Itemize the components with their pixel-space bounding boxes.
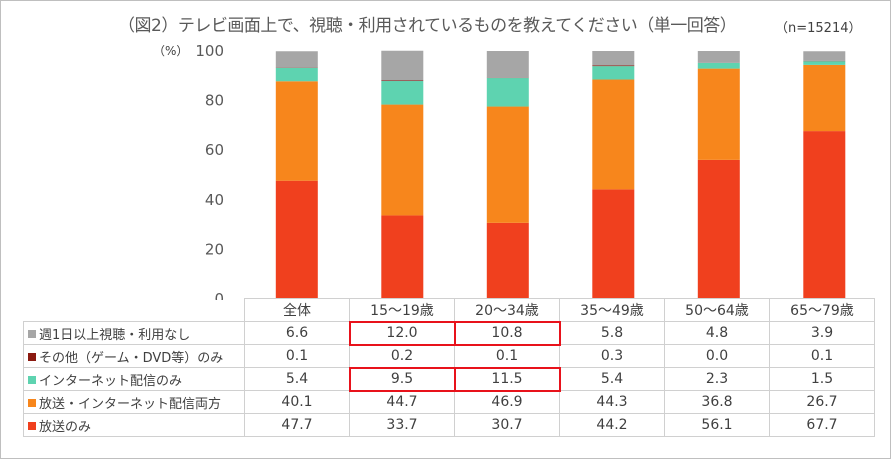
legend-entry: 週1日以上視聴・利用なし — [23, 321, 245, 345]
data-label: 0.0 — [664, 344, 770, 368]
data-label: 67.7 — [769, 413, 875, 437]
bar-segment — [592, 65, 635, 67]
legend-swatch — [28, 376, 36, 384]
category-label: 15～19歳 — [349, 298, 455, 322]
y-tick-label: 0 — [214, 290, 224, 300]
category-label: 50～64歳 — [664, 298, 770, 322]
bar-segment — [592, 79, 635, 190]
data-label: 46.9 — [454, 390, 560, 414]
bar-segment — [275, 81, 318, 181]
data-label: 0.1 — [769, 344, 875, 368]
category-label: 35～49歳 — [559, 298, 665, 322]
sample-size: （n=15214） — [775, 21, 862, 36]
bar-segment — [486, 106, 529, 223]
data-label: 44.2 — [559, 413, 665, 437]
data-label: 30.7 — [454, 413, 560, 437]
bar-segment — [803, 131, 846, 299]
category-label: 20～34歳 — [454, 298, 560, 322]
data-label: 5.4 — [559, 367, 665, 391]
legend-label: 週1日以上視聴・利用なし — [39, 327, 191, 343]
data-label: 44.7 — [349, 390, 455, 414]
legend-swatch — [28, 330, 36, 338]
data-label: 6.6 — [244, 321, 350, 345]
data-label: 3.9 — [769, 321, 875, 345]
bar-segment — [697, 159, 740, 299]
highlight-box — [348, 320, 456, 346]
data-label: 0.3 — [559, 344, 665, 368]
bar-segment — [486, 78, 529, 107]
bar-segment — [275, 180, 318, 299]
data-label: 26.7 — [769, 390, 875, 414]
data-label: 1.5 — [769, 367, 875, 391]
highlight-box — [453, 320, 561, 346]
bar-segment — [381, 215, 424, 299]
data-table: 全体 15～19歳 20～34歳 35～49歳 50～64歳 65～79歳週1日以上視聴・… — [23, 298, 875, 437]
legend-entry: 放送のみ — [23, 413, 245, 437]
y-tick-label: 80 — [205, 92, 224, 110]
legend-entry: その他（ゲーム・DVD等）のみ — [23, 344, 245, 368]
highlight-box — [453, 366, 561, 392]
legend-swatch — [28, 422, 36, 430]
data-label: 36.8 — [664, 390, 770, 414]
bar-segment — [592, 66, 635, 80]
category-label: 65～79歳 — [769, 298, 875, 322]
category-label: 全体 — [244, 298, 350, 322]
legend-entry: インターネット配信のみ — [23, 367, 245, 391]
y-tick-label: 20 — [205, 240, 224, 258]
table-row: 放送のみ 47.7 33.7 30.7 44.2 56.1 67.7 — [23, 413, 875, 437]
stacked-bar-chart: 0 20 40 60 80 100 — [195, 42, 846, 300]
data-label: 0.1 — [244, 344, 350, 368]
bar-segment — [803, 64, 846, 132]
table-header-row: 全体 15～19歳 20～34歳 35～49歳 50～64歳 65～79歳 — [23, 298, 875, 322]
bar-segment — [381, 80, 424, 82]
legend-swatch — [28, 399, 36, 407]
y-tick-label: 100 — [195, 42, 224, 60]
y-tick-label: 60 — [205, 141, 224, 159]
chart-title: （図2）テレビ画面上で、視聴・利用されているものを教えてください（単一回答） — [118, 16, 737, 36]
bar-segment — [381, 50, 424, 81]
y-axis-unit: （%） — [153, 44, 189, 58]
bar-segment — [697, 68, 740, 160]
data-label: 0.1 — [454, 344, 560, 368]
legend-swatch — [28, 353, 36, 361]
data-label: 56.1 — [664, 413, 770, 437]
bar-segment — [697, 62, 740, 69]
highlight-box — [348, 366, 456, 392]
data-label: 4.8 — [664, 321, 770, 345]
table-row: その他（ゲーム・DVD等）のみ 0.1 0.2 0.1 0.3 0.0 0.1 — [23, 344, 875, 368]
legend-label: インターネット配信のみ — [39, 373, 183, 389]
legend-entry: 放送・インターネット配信両方 — [23, 390, 245, 414]
bar-segment — [381, 104, 424, 216]
data-label: 5.8 — [559, 321, 665, 345]
legend-label: 放送・インターネット配信両方 — [39, 396, 222, 412]
bar-segment — [803, 51, 846, 61]
data-label: 5.4 — [244, 367, 350, 391]
legend-label: 放送のみ — [39, 419, 92, 435]
legend-label: その他（ゲーム・DVD等）のみ — [39, 350, 224, 366]
bar-segment — [697, 51, 740, 63]
bar-segment — [275, 67, 318, 82]
bar-segment — [486, 222, 529, 299]
data-label: 0.2 — [349, 344, 455, 368]
data-label: 2.3 — [664, 367, 770, 391]
bar-segment — [592, 189, 635, 299]
y-tick-label: 40 — [205, 191, 224, 209]
data-label: 44.3 — [559, 390, 665, 414]
data-label: 47.7 — [244, 413, 350, 437]
table-row: 放送・インターネット配信両方 40.1 44.7 46.9 44.3 36.8 26.7 — [23, 390, 875, 414]
table-corner — [23, 298, 245, 322]
bar-segment — [486, 51, 529, 78]
bar-segment — [275, 51, 318, 68]
bar-segment — [381, 81, 424, 105]
data-label: 33.7 — [349, 413, 455, 437]
data-label: 40.1 — [244, 390, 350, 414]
bar-segment — [803, 61, 846, 65]
bar-segment — [592, 51, 635, 66]
